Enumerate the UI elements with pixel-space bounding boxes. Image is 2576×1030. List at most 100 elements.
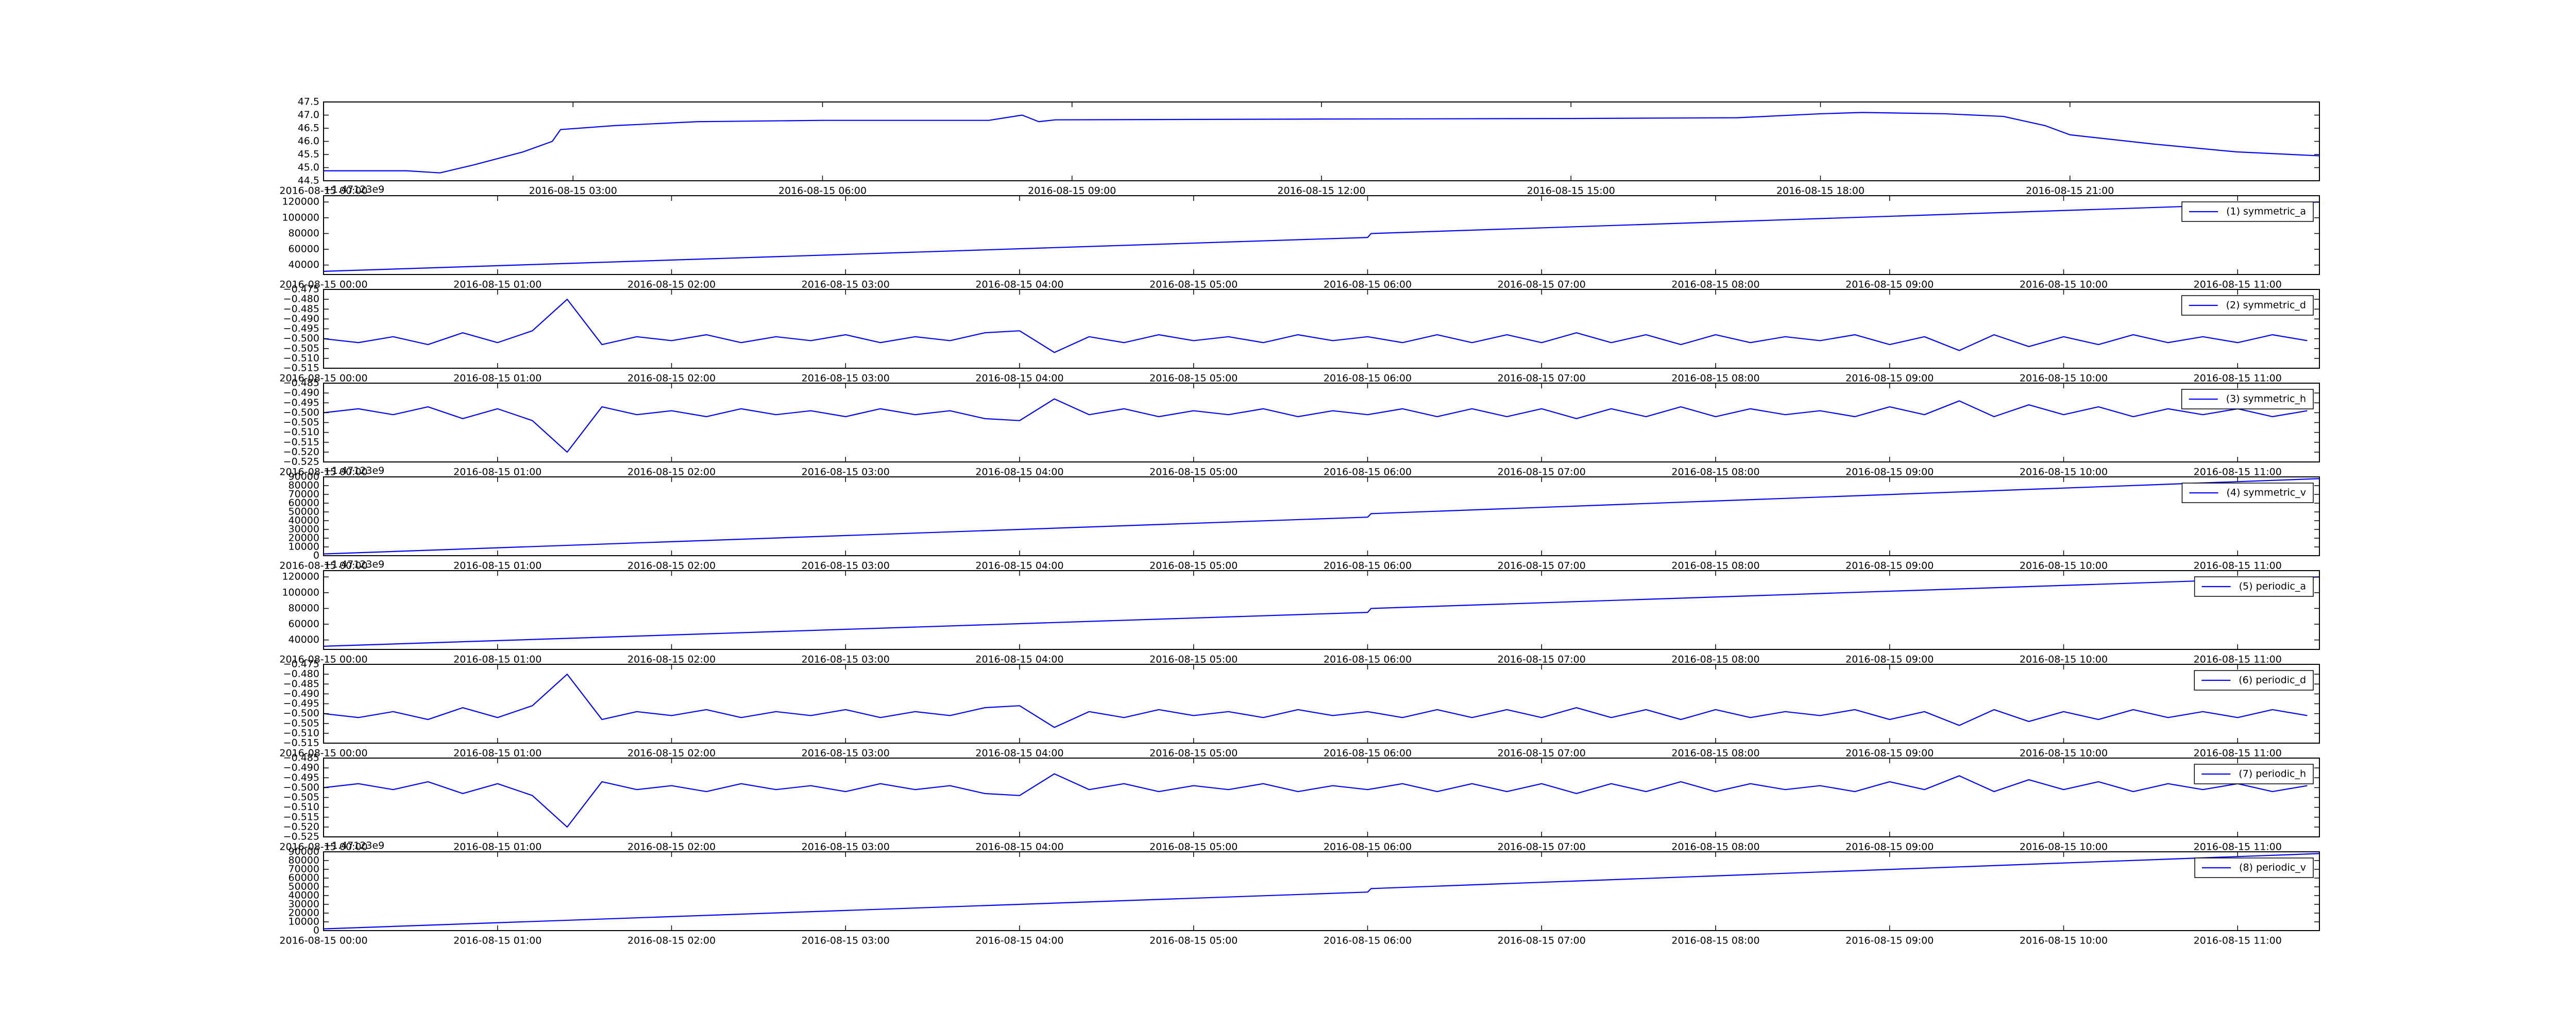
y-tick-label: 90000 [289, 846, 319, 857]
x-tick-label: 2016-08-15 08:00 [1671, 748, 1759, 759]
y-offset-text: +1.47123e9 [324, 559, 384, 570]
y-tick-label: 40000 [289, 634, 319, 645]
x-tick-label: 2016-08-15 04:00 [975, 654, 1063, 665]
y-tick-label: 50000 [289, 881, 319, 892]
x-tick-label: 2016-08-15 07:00 [1498, 560, 1586, 572]
legend-label: (1) symmetric_a [2226, 206, 2306, 217]
x-tick-label: 2016-08-15 07:00 [1498, 935, 1586, 947]
y-tick-label: −0.505 [283, 792, 319, 803]
x-tick-label: 2016-08-15 01:00 [453, 560, 541, 572]
legend: (2) symmetric_d [2181, 295, 2314, 316]
subplot: −0.515−0.510−0.505−0.500−0.495−0.490−0.4… [279, 284, 2320, 384]
legend-label: (2) symmetric_d [2226, 300, 2306, 311]
x-tick-label: 2016-08-15 10:00 [2020, 373, 2108, 384]
x-tick-label: 2016-08-15 09:00 [1845, 373, 1934, 384]
x-tick-label: 2016-08-15 01:00 [453, 748, 541, 759]
y-tick-label: 60000 [289, 244, 319, 255]
y-tick-label: −0.475 [283, 284, 319, 295]
plot-area [324, 773, 2308, 828]
x-tick-label: 2016-08-15 04:00 [975, 842, 1063, 853]
axes-frame [323, 289, 2320, 369]
y-tick-label: 47.5 [298, 96, 319, 108]
x-tick-label: 2016-08-15 04:00 [975, 467, 1063, 478]
x-tick-label: 2016-08-15 04:00 [975, 935, 1063, 947]
x-tick-label: 2016-08-15 12:00 [1277, 185, 1365, 197]
legend-box [2194, 576, 2314, 597]
legend: (1) symmetric_a [2181, 201, 2314, 222]
y-tick-label: −0.525 [283, 456, 319, 468]
x-tick-label: 2016-08-15 00:00 [279, 560, 367, 572]
x-tick-label: 2016-08-15 00:00 [279, 373, 367, 384]
legend: (6) periodic_d [2194, 670, 2314, 691]
legend-label: (7) periodic_h [2239, 768, 2306, 780]
data-line [324, 674, 2308, 728]
y-tick-label: −0.520 [283, 446, 319, 457]
x-tick-label: 2016-08-15 04:00 [975, 373, 1063, 384]
y-tick-label: −0.495 [283, 698, 319, 709]
y-tick-label: −0.485 [283, 377, 319, 389]
data-line [324, 201, 2319, 272]
y-tick-label: −0.515 [283, 363, 319, 374]
x-tick-label: 2016-08-15 00:00 [279, 185, 367, 197]
x-tick-label: 2016-08-15 06:00 [1324, 935, 1412, 947]
legend: (3) symmetric_h [2181, 389, 2314, 409]
y-tick-label: −0.490 [283, 387, 319, 399]
plot-area [324, 398, 2308, 453]
axes-frame [323, 758, 2320, 837]
y-tick-label: 40000 [289, 259, 319, 270]
x-tick-label: 2016-08-15 05:00 [1149, 467, 1238, 478]
y-tick-label: 45.5 [298, 149, 319, 160]
axes-frame [323, 383, 2320, 462]
x-tick-label: 2016-08-15 08:00 [1671, 467, 1759, 478]
y-tick-label: −0.520 [283, 821, 319, 832]
x-tick-label: 2016-08-15 03:00 [802, 467, 890, 478]
data-line [324, 478, 2319, 555]
x-tick-label: 2016-08-15 03:00 [802, 748, 890, 759]
axes-frame [323, 476, 2320, 556]
y-tick-label: 47.0 [298, 109, 319, 121]
y-tick-label: −0.485 [283, 303, 319, 315]
y-tick-label: 60000 [289, 872, 319, 884]
x-tick-label: 2016-08-15 08:00 [1671, 279, 1759, 290]
x-tick-label: 2016-08-15 06:00 [1324, 842, 1412, 853]
x-tick-label: 2016-08-15 05:00 [1149, 748, 1238, 759]
data-line [324, 773, 2308, 828]
subplot: 0100002000030000400005000060000700008000… [279, 465, 2320, 572]
y-tick-label: −0.480 [283, 668, 319, 680]
x-tick-label: 2016-08-15 02:00 [628, 748, 716, 759]
x-tick-label: 2016-08-15 10:00 [2020, 842, 2108, 853]
plot-area [324, 853, 2319, 930]
x-tick-label: 2016-08-15 06:00 [1324, 654, 1412, 665]
y-tick-label: −0.490 [283, 762, 319, 774]
y-tick-label: −0.485 [283, 752, 319, 764]
x-tick-label: 2016-08-15 06:00 [1324, 467, 1412, 478]
x-tick-label: 2016-08-15 03:00 [802, 935, 890, 947]
y-tick-label: −0.495 [283, 323, 319, 334]
y-tick-label: 60000 [289, 619, 319, 630]
legend-label: (4) symmetric_v [2226, 487, 2306, 499]
x-tick-label: 2016-08-15 00:00 [279, 842, 367, 853]
y-tick-label: 30000 [289, 524, 319, 535]
y-tick-label: −0.495 [283, 772, 319, 783]
x-tick-label: 2016-08-15 10:00 [2020, 467, 2108, 478]
subplot: −0.525−0.520−0.515−0.510−0.505−0.500−0.4… [279, 377, 2320, 478]
x-tick-label: 2016-08-15 08:00 [1671, 373, 1759, 384]
y-tick-label: 50000 [289, 506, 319, 518]
y-tick-label: 44.5 [298, 175, 319, 186]
y-tick-label: −0.505 [283, 717, 319, 729]
plot-area [324, 112, 2319, 174]
x-tick-label: 2016-08-15 11:00 [2194, 279, 2282, 290]
x-tick-label: 2016-08-15 04:00 [975, 279, 1063, 290]
x-tick-label: 2016-08-15 08:00 [1671, 935, 1759, 947]
x-tick-label: 2016-08-15 09:00 [1845, 560, 1934, 572]
y-tick-label: 80000 [289, 480, 319, 491]
y-tick-label: 80000 [289, 855, 319, 866]
x-tick-label: 2016-08-15 02:00 [628, 373, 716, 384]
x-tick-label: 2016-08-15 03:00 [802, 373, 890, 384]
plot-area [324, 299, 2308, 353]
y-tick-label: 60000 [289, 497, 319, 509]
x-tick-label: 2016-08-15 11:00 [2194, 373, 2282, 384]
x-tick-label: 2016-08-15 08:00 [1671, 842, 1759, 853]
x-tick-label: 2016-08-15 10:00 [2020, 279, 2108, 290]
